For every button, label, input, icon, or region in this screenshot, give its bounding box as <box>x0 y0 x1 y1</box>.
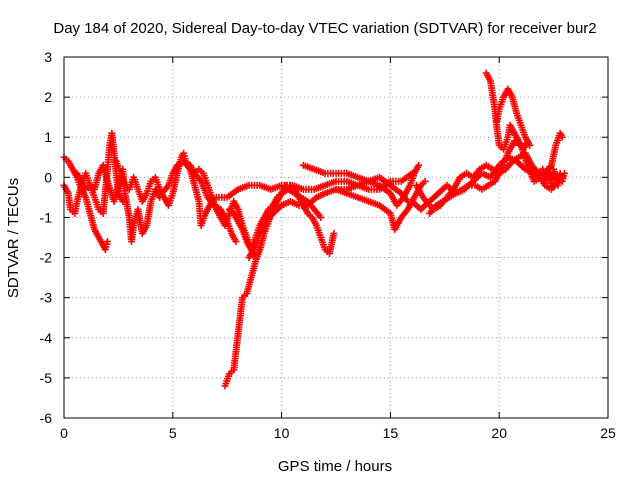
y-tick-labels: -6 -5 -4 -3 -2 -1 0 1 2 3 <box>40 49 53 426</box>
y-tick-label: -6 <box>40 410 53 426</box>
data-point-marker <box>421 177 429 185</box>
y-axis-label: SDTVAR / TECUs <box>5 178 22 298</box>
grid-lines <box>64 57 608 418</box>
y-tick-label: 1 <box>44 129 52 145</box>
series-track-f <box>180 157 264 262</box>
x-tick-label: 0 <box>60 425 68 441</box>
y-tick-label: -4 <box>40 330 53 346</box>
y-tick-label: -3 <box>40 290 53 306</box>
y-tick-label: 2 <box>44 89 52 105</box>
series-track-q <box>493 85 534 149</box>
x-axis-label: GPS time / hours <box>278 458 392 475</box>
data-points <box>60 69 568 390</box>
series-track-b <box>60 129 127 217</box>
data-point-marker <box>330 229 338 237</box>
x-tick-label: 15 <box>383 425 399 441</box>
x-tick-label: 10 <box>274 425 290 441</box>
data-point-marker <box>232 238 240 246</box>
data-point-marker <box>104 238 112 246</box>
x-tick-label: 5 <box>169 425 177 441</box>
series-track-c <box>73 161 164 246</box>
y-tick-label: -1 <box>40 209 53 225</box>
series-track-r <box>530 165 568 189</box>
y-tick-label: 3 <box>44 49 52 65</box>
y-tick-label: 0 <box>44 169 52 185</box>
data-point-marker <box>558 133 566 141</box>
data-point-marker <box>415 161 423 169</box>
y-tick-label: -2 <box>40 250 53 266</box>
data-point-marker <box>560 169 568 177</box>
data-point-marker <box>317 213 325 221</box>
x-tick-label: 25 <box>600 425 616 441</box>
x-tick-labels: 0 5 10 15 20 25 <box>60 425 616 441</box>
chart-title: Day 184 of 2020, Sidereal Day-to-day VTE… <box>53 20 596 37</box>
y-tick-label: -5 <box>40 370 53 386</box>
data-point-marker <box>526 141 534 149</box>
axis-ticks <box>63 56 609 419</box>
x-tick-label: 20 <box>491 425 507 441</box>
plot-frame <box>63 56 609 419</box>
series-track-k <box>299 161 423 209</box>
